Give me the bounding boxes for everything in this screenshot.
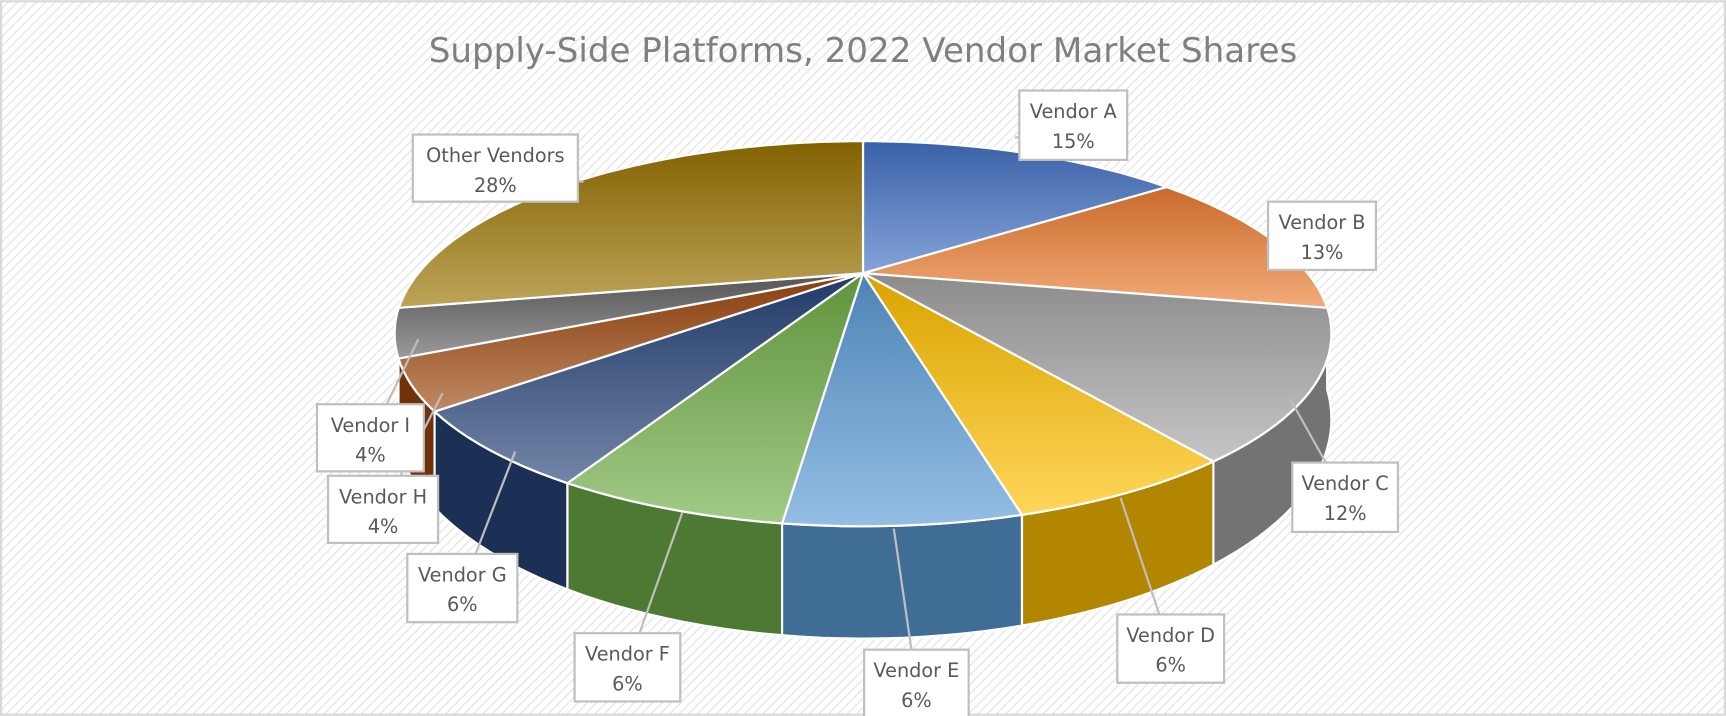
- data-label: Vendor F 6%: [573, 511, 684, 703]
- label-category: Vendor C: [1302, 472, 1389, 495]
- label-box: [1018, 89, 1129, 161]
- label-value: 6%: [1155, 654, 1186, 677]
- label-box: [406, 552, 519, 624]
- label-value: 28%: [474, 174, 517, 197]
- data-label: Vendor B 13%: [1265, 200, 1378, 272]
- chart-title: Supply-Side Platforms, 2022 Vendor Marke…: [429, 31, 1297, 71]
- label-value: 6%: [901, 689, 932, 712]
- pie-slice-vendor-h[interactable]: [397, 272, 865, 413]
- label-category: Vendor H: [339, 485, 427, 508]
- label-value: 12%: [1324, 502, 1367, 525]
- label-value: 4%: [355, 443, 386, 466]
- data-label: Vendor D 6%: [1116, 497, 1226, 684]
- data-label: Vendor E 6%: [863, 528, 970, 716]
- data-label: Vendor G 6%: [406, 451, 519, 624]
- label-category: Vendor D: [1126, 624, 1215, 647]
- label-box: [1291, 461, 1400, 534]
- label-box: [1116, 613, 1226, 684]
- pie-slice-vendor-f[interactable]: [566, 272, 865, 525]
- data-label: Vendor A 15%: [1014, 89, 1129, 161]
- label-value: 15%: [1052, 130, 1095, 153]
- pie-tops: [393, 140, 1333, 528]
- label-category: Vendor I: [331, 414, 410, 437]
- label-value: 6%: [447, 593, 478, 616]
- pie-slice-vendor-i[interactable]: [393, 272, 865, 360]
- label-box: [863, 648, 970, 716]
- data-label: Other Vendors 28%: [411, 133, 584, 203]
- label-box: [326, 474, 440, 545]
- data-label: Vendor C 12%: [1289, 398, 1400, 534]
- label-box: [411, 133, 580, 203]
- label-value: 4%: [368, 515, 399, 538]
- label-category: Vendor G: [418, 563, 507, 586]
- pie-slice-vendor-e[interactable]: [780, 272, 1024, 528]
- pie-slice-vendor-g[interactable]: [433, 272, 865, 485]
- label-value: 13%: [1301, 241, 1344, 264]
- pie-slice-vendor-c[interactable]: [861, 272, 1333, 463]
- label-category: Vendor E: [873, 659, 959, 682]
- data-label: Vendor H 4%: [326, 392, 444, 545]
- label-category: Vendor F: [585, 643, 670, 666]
- label-box: [315, 403, 425, 473]
- label-category: Other Vendors: [426, 144, 564, 167]
- label-category: Vendor B: [1279, 211, 1366, 234]
- pie-slice-vendor-d[interactable]: [861, 272, 1215, 516]
- label-box: [1266, 200, 1378, 272]
- label-category: Vendor A: [1030, 100, 1118, 123]
- label-box: [573, 632, 682, 703]
- data-labels: Vendor A15%Vendor B13%Vendor C12%Vendor …: [315, 89, 1400, 716]
- label-value: 6%: [612, 672, 643, 695]
- pie-side-vendor-e: [780, 513, 1024, 640]
- data-label: Vendor I 4%: [315, 338, 425, 473]
